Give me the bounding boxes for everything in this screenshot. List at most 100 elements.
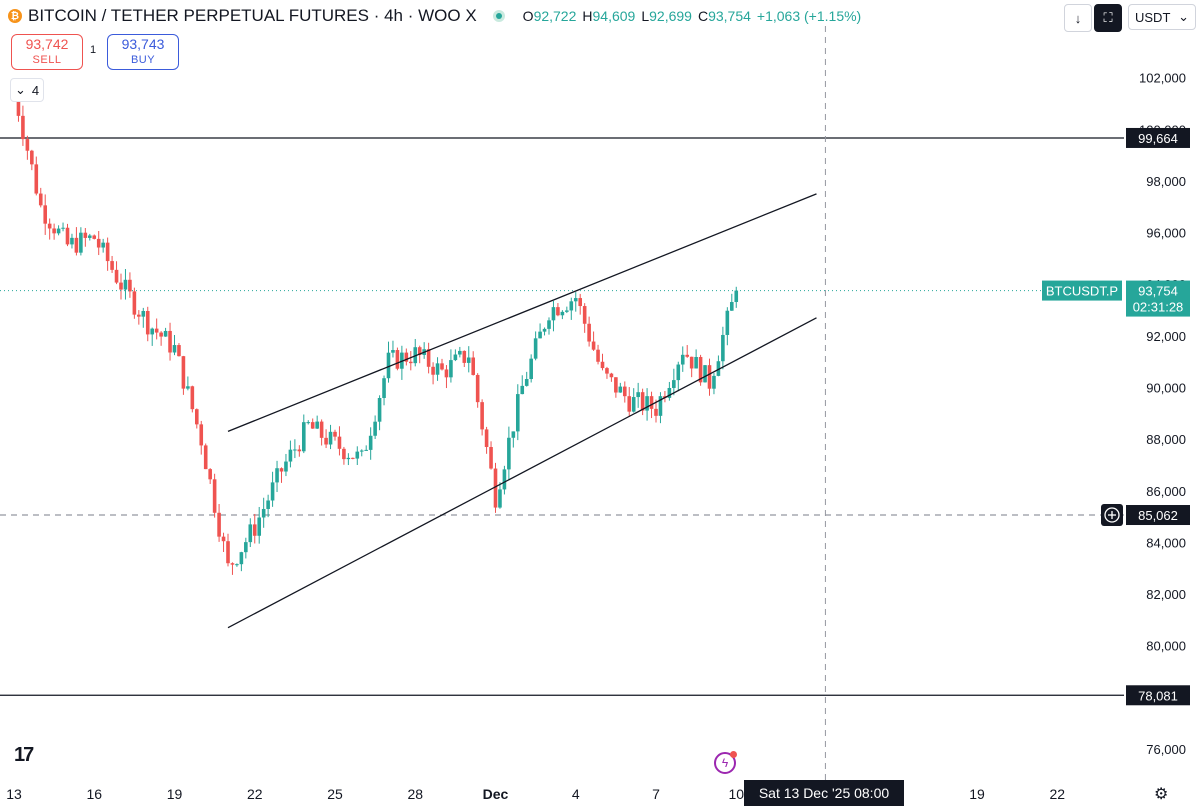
gear-icon[interactable]: ⚙ bbox=[1154, 786, 1169, 803]
candle-body bbox=[168, 330, 172, 353]
candle-body bbox=[475, 374, 480, 403]
candle-body bbox=[87, 235, 92, 238]
candle-body bbox=[382, 378, 386, 398]
candle-body bbox=[640, 392, 645, 411]
bar-countdown: 02:31:28 bbox=[1133, 300, 1184, 315]
candle-body bbox=[248, 524, 253, 543]
candle-body bbox=[672, 380, 676, 388]
candle-body bbox=[587, 323, 591, 342]
candle-body bbox=[515, 394, 520, 432]
candle-body bbox=[600, 361, 605, 369]
candle-body bbox=[235, 564, 239, 566]
price-badge bbox=[1126, 505, 1190, 526]
last-price-badge bbox=[1126, 280, 1190, 317]
indicators-count: 4 bbox=[31, 82, 40, 98]
candle-body bbox=[605, 368, 609, 374]
candle-body bbox=[266, 500, 270, 509]
candle-body bbox=[417, 347, 422, 355]
symbol-header: ₿ BITCOIN / TETHER PERPETUAL FUTURES · 4… bbox=[8, 6, 861, 26]
y-tick-label: 98,000 bbox=[1146, 174, 1186, 189]
sell-button[interactable]: 93,742 SELL bbox=[11, 34, 83, 70]
price-badge-label: 99,664 bbox=[1138, 131, 1178, 146]
candle-body bbox=[542, 328, 547, 332]
candle-body bbox=[578, 298, 583, 307]
candle-body bbox=[404, 352, 409, 362]
candle-body bbox=[636, 392, 640, 398]
candle-body bbox=[368, 435, 373, 450]
candle-body bbox=[163, 330, 168, 337]
candle-body bbox=[440, 363, 444, 370]
buy-button[interactable]: 93,743 BUY bbox=[107, 34, 179, 70]
candle-body bbox=[351, 457, 355, 459]
candle-body bbox=[533, 338, 538, 359]
currency-value: USDT bbox=[1135, 9, 1171, 25]
candle-body bbox=[346, 457, 351, 460]
candle-body bbox=[569, 301, 574, 311]
buy-price: 93,743 bbox=[121, 36, 165, 52]
price-badge bbox=[1126, 685, 1190, 706]
download-icon: ↓ bbox=[1074, 10, 1082, 26]
price-badge-label: 78,081 bbox=[1138, 688, 1178, 703]
candle-body bbox=[145, 310, 150, 335]
candle-body bbox=[137, 314, 141, 317]
candle-body bbox=[123, 279, 128, 290]
candle-body bbox=[507, 437, 511, 470]
candle-body bbox=[297, 449, 302, 452]
candle-body bbox=[498, 489, 502, 508]
chevron-down-icon: ⌄ bbox=[1178, 9, 1189, 24]
price-badge bbox=[1126, 127, 1190, 148]
candle-body bbox=[221, 536, 226, 542]
candle-body bbox=[703, 365, 707, 383]
candle-body bbox=[315, 421, 319, 429]
candle-body bbox=[355, 451, 360, 459]
trendline-channel-lower bbox=[227, 317, 817, 629]
candle-body bbox=[547, 320, 551, 329]
fullscreen-button[interactable]: ⛶ bbox=[1094, 4, 1122, 32]
download-button[interactable]: ↓ bbox=[1064, 4, 1092, 32]
candle-body bbox=[573, 298, 578, 302]
candle-body bbox=[489, 447, 493, 469]
candle-body bbox=[591, 341, 596, 350]
price-badge-label: 85,062 bbox=[1138, 508, 1178, 523]
candle-body bbox=[694, 356, 698, 369]
candle-body bbox=[466, 357, 471, 363]
chevron-down-icon: ⌄ bbox=[15, 82, 26, 97]
candle-body bbox=[520, 385, 525, 395]
ohlc-low-value: 92,699 bbox=[649, 8, 692, 24]
candle-body bbox=[74, 237, 79, 253]
last-price-value: 93,754 bbox=[1138, 284, 1178, 299]
indicators-collapse-button[interactable]: ⌄ 4 bbox=[10, 78, 45, 102]
candle-body bbox=[431, 366, 435, 375]
x-tick-label: 13 bbox=[6, 786, 22, 802]
candle-body bbox=[654, 408, 658, 416]
candle-body bbox=[56, 228, 61, 234]
candle-body bbox=[83, 232, 88, 238]
ohlc-close-key: C bbox=[697, 8, 709, 24]
ohlc-open-value: 92,722 bbox=[533, 8, 577, 24]
y-tick-label: 80,000 bbox=[1146, 639, 1186, 654]
candle-body bbox=[627, 396, 632, 412]
candle-body bbox=[328, 431, 333, 445]
candle-body bbox=[199, 424, 204, 446]
candle-body bbox=[649, 396, 654, 409]
candle-body bbox=[324, 437, 328, 445]
market-open-icon bbox=[492, 10, 505, 22]
candle-body bbox=[538, 331, 542, 339]
x-tick-label: Dec bbox=[483, 786, 509, 802]
candle-body bbox=[226, 541, 230, 564]
candle-body bbox=[386, 352, 391, 379]
x-tick-label: 4 bbox=[572, 786, 580, 802]
fullscreen-icon: ⛶ bbox=[1103, 10, 1113, 25]
currency-select[interactable]: USDT ⌄ bbox=[1128, 4, 1196, 30]
symbol-title[interactable]: BITCOIN / TETHER PERPETUAL FUTURES · 4h … bbox=[28, 6, 477, 25]
candle-body bbox=[114, 269, 119, 283]
candle-body bbox=[65, 227, 70, 245]
candle-body bbox=[435, 363, 440, 375]
candle-body bbox=[333, 431, 337, 437]
candle-body bbox=[284, 461, 288, 472]
candle-body bbox=[132, 291, 137, 315]
candle-body bbox=[645, 396, 649, 411]
candle-body bbox=[128, 279, 132, 292]
bolt-icon[interactable]: ϟ bbox=[714, 751, 737, 774]
